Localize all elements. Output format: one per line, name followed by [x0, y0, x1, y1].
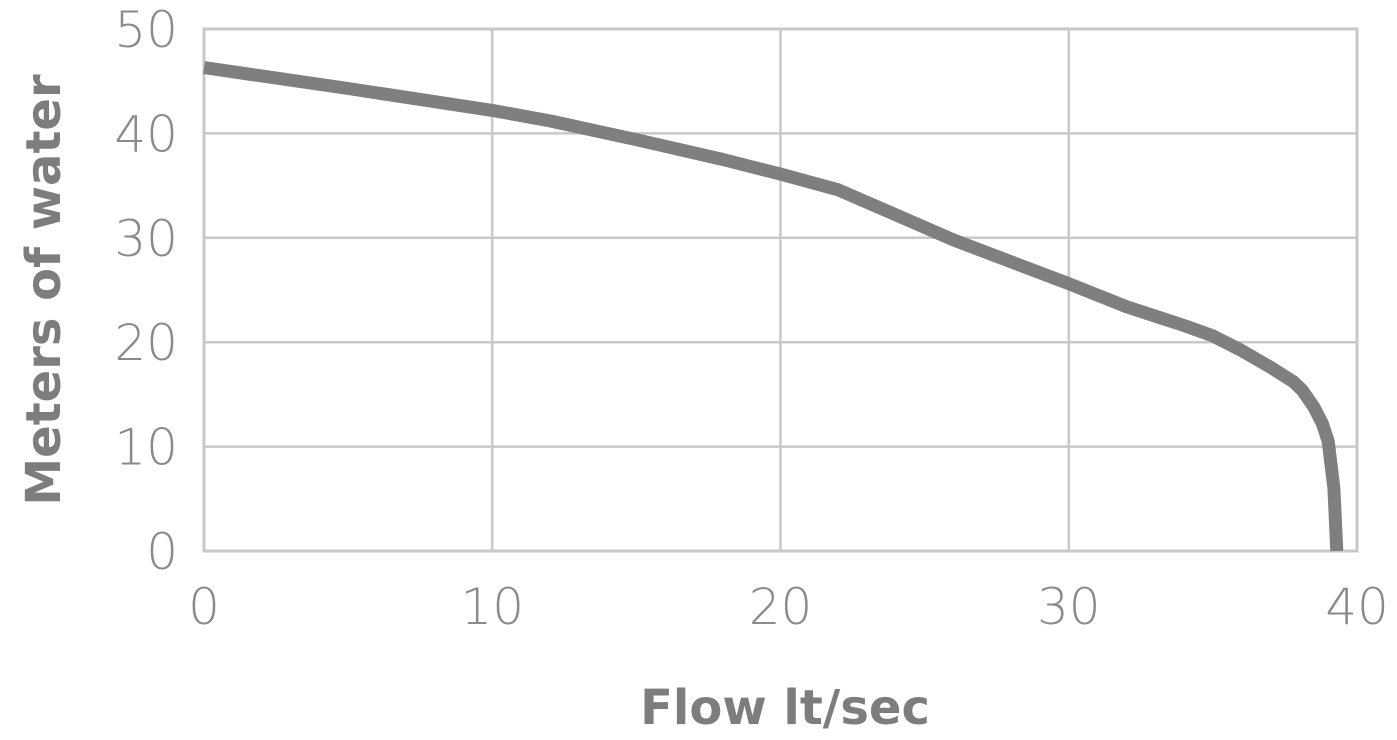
plot-area: [202, 27, 1359, 553]
x-tick-label: 0: [188, 578, 220, 636]
y-axis-ticks: 0 10 20 30 40 50: [114, 1, 178, 581]
x-tick-label: 30: [1037, 578, 1101, 636]
y-tick-label: 40: [114, 105, 178, 163]
grid: [202, 27, 1359, 553]
y-tick-label: 20: [114, 314, 178, 372]
y-tick-label: 50: [114, 1, 178, 59]
y-axis-label: Meters of water: [16, 74, 72, 506]
x-tick-label: 40: [1325, 578, 1389, 636]
y-tick-label: 10: [114, 419, 178, 477]
y-tick-label: 30: [114, 210, 178, 268]
x-axis-label: Flow lt/sec: [640, 680, 930, 736]
series-line: [203, 61, 1344, 552]
x-tick-label: 20: [749, 578, 813, 636]
x-axis-ticks: 0 10 20 30 40: [188, 578, 1389, 636]
x-tick-label: 10: [460, 578, 524, 636]
y-tick-label: 0: [146, 523, 178, 581]
